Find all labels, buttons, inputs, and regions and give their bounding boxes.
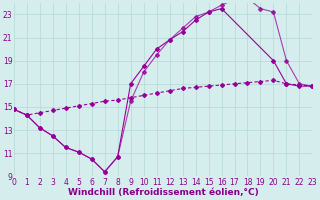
X-axis label: Windchill (Refroidissement éolien,°C): Windchill (Refroidissement éolien,°C) bbox=[68, 188, 259, 197]
